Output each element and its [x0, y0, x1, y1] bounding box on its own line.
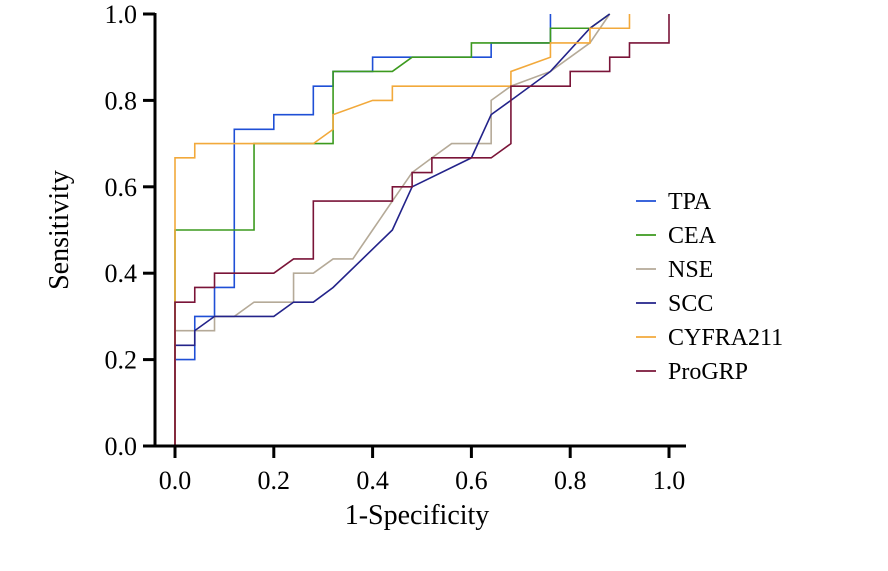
y-tick-label: 0.6: [105, 173, 138, 202]
legend: TPA CEA NSE SCC CYFRA211 ProGRP: [636, 189, 783, 385]
series-layer: [174, 13, 670, 446]
x-axis-title: 1-Specificity: [345, 500, 490, 531]
x-tick-label: 0.8: [554, 466, 587, 495]
y-tick-label: 0.2: [105, 346, 138, 375]
x-tick-label: 0.0: [159, 466, 192, 495]
x-ticks: 0.0 0.2 0.4 0.6 0.8 1.0: [159, 446, 686, 495]
legend-label-nse: NSE: [668, 257, 713, 283]
y-tick-label: 0.0: [105, 432, 138, 461]
y-tick-label: 0.8: [105, 86, 138, 115]
legend-label-cyfra211: CYFRA211: [668, 325, 783, 351]
series-line-cea: [174, 13, 611, 446]
y-ticks: 0.0 0.2 0.4 0.6 0.8 1.0: [105, 0, 155, 461]
x-tick-label: 1.0: [653, 466, 686, 495]
x-tick-label: 0.4: [356, 466, 389, 495]
series-line-progrp: [174, 14, 670, 446]
x-tick-label: 0.6: [455, 466, 488, 495]
legend-label-scc: SCC: [668, 291, 713, 317]
legend-label-cea: CEA: [668, 223, 717, 249]
series-line-scc: [174, 13, 611, 446]
x-tick-label: 0.2: [258, 466, 291, 495]
legend-label-progrp: ProGRP: [668, 359, 748, 385]
legend-label-tpa: TPA: [668, 189, 712, 215]
axes-layer: [153, 13, 686, 448]
series-line-cyfra211: [174, 14, 631, 446]
y-tick-label: 0.4: [105, 259, 138, 288]
y-tick-label: 1.0: [105, 0, 138, 29]
y-axis-title: Sensitivity: [44, 170, 75, 290]
